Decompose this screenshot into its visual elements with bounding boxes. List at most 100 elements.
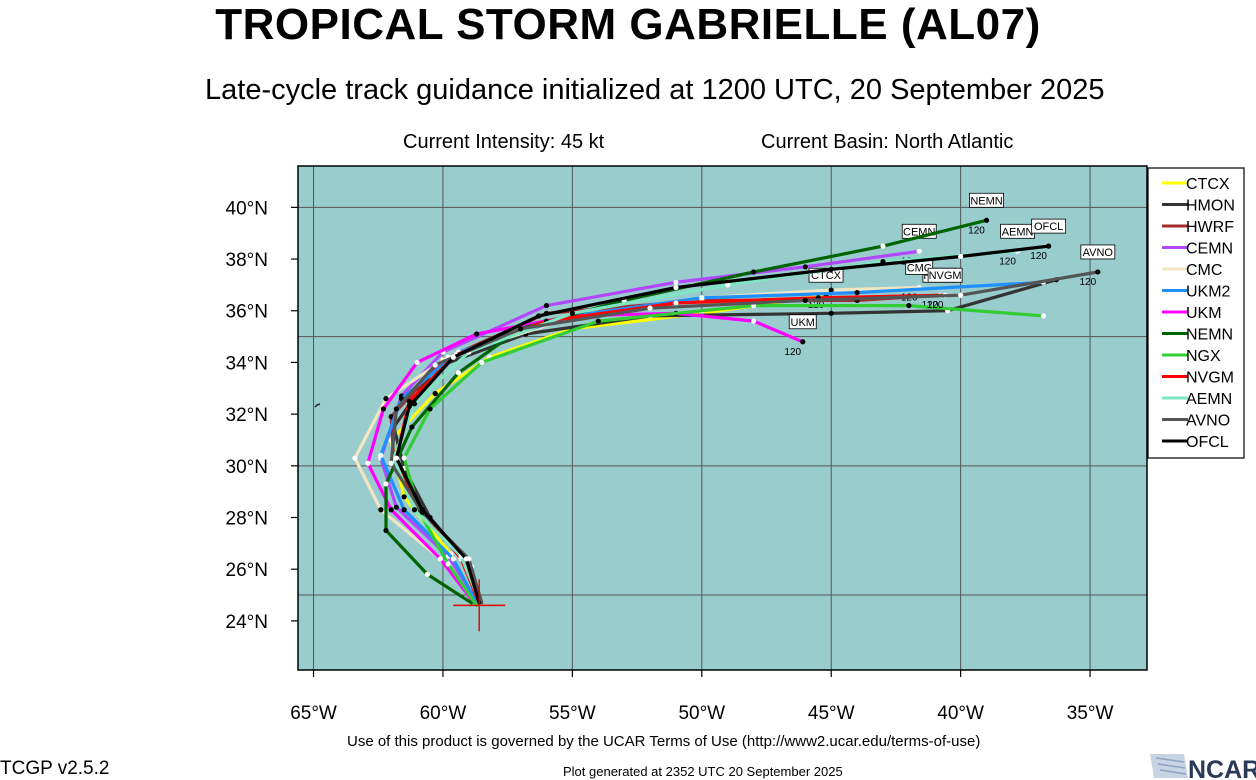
track-fix-dot	[916, 248, 922, 254]
track-nvgm: NVGM 120	[393, 267, 963, 605]
track-fix-dot	[536, 313, 542, 319]
legend-item-aemn: AEMN	[1162, 391, 1232, 408]
track-end-label: CTCX	[811, 270, 842, 282]
track-fix-dot	[750, 318, 757, 324]
legend-label: AEMN	[1186, 391, 1232, 408]
track-end-label-box	[788, 314, 817, 330]
legend-item-ukm2: UKM2	[1162, 284, 1231, 301]
track-fix-dot	[569, 310, 575, 316]
track-fix-dot	[409, 424, 415, 430]
track-fix-dot	[854, 290, 860, 296]
track-fix-dot	[411, 507, 418, 513]
track-fix-dot	[479, 359, 485, 366]
track-line	[394, 293, 947, 605]
track-fix-dot	[432, 390, 438, 397]
track-fix-dot	[1046, 243, 1052, 249]
track-fix-dot	[383, 396, 389, 402]
track-fix-dot	[401, 455, 407, 461]
track-fix-dot	[880, 243, 886, 249]
track-line	[353, 285, 921, 605]
legend-item-ukm: UKM	[1162, 305, 1222, 322]
track-line	[379, 280, 1046, 605]
current-intensity: Current Intensity: 45 kt	[403, 131, 605, 153]
x-tick-label: 50°W	[678, 703, 725, 724]
legend-item-cemn: CEMN	[1162, 241, 1233, 258]
model-tracks: CTCX120HWRF120CEMN120CMC120UKM120NEMN120…	[352, 192, 1116, 608]
track-fix-dot	[419, 507, 425, 513]
track-fix-dot	[828, 287, 834, 293]
track-end-label-box	[927, 267, 963, 283]
track-end-label: UKM	[791, 317, 815, 329]
track-fix-dot	[828, 266, 834, 272]
y-tick-label: 32°N	[226, 405, 268, 426]
track-fix-dot	[437, 556, 443, 562]
map-gridlines	[298, 166, 1147, 670]
legend-label: CEMN	[1186, 241, 1233, 258]
x-tick-label: 55°W	[549, 703, 596, 724]
bermuda-land	[314, 403, 321, 408]
track-fix-dot	[393, 406, 399, 412]
current-position-marker	[453, 579, 506, 632]
track-fix-dot	[414, 359, 420, 366]
legend-label: NEMN	[1186, 327, 1233, 344]
legend-label: NVGM	[1186, 370, 1234, 387]
track-fix-dot	[383, 527, 389, 534]
track-nemn: NEMN 120	[383, 192, 1004, 605]
track-fix-dot	[388, 460, 394, 466]
legend-label: UKM	[1186, 305, 1222, 322]
track-fix-dot	[595, 318, 601, 324]
track-fix-dot	[543, 302, 550, 309]
track-end-hour: 120	[1079, 277, 1096, 288]
track-fix-dot	[383, 481, 389, 487]
track-fix-dot	[445, 561, 451, 567]
track-fix-dot	[673, 279, 679, 285]
legend-item-cmc: CMC	[1162, 262, 1222, 279]
track-line	[402, 304, 1046, 608]
x-tick-label: 65°W	[290, 703, 337, 724]
y-tick-label: 30°N	[226, 457, 268, 478]
track-fix-dot	[1095, 269, 1101, 275]
x-tick-label: 40°W	[937, 703, 984, 724]
track-fix-dot	[432, 362, 438, 368]
legend-label: CMC	[1186, 262, 1222, 279]
map-frame	[297, 165, 1148, 671]
track-end-label-box	[1080, 244, 1116, 260]
track-fix-dot	[393, 504, 399, 510]
track-fix-dot	[380, 406, 387, 412]
track-fix-dot	[455, 370, 462, 376]
track-fix-dot	[393, 455, 399, 461]
track-fix-dot	[401, 507, 407, 513]
track-end-label-box	[969, 192, 1004, 208]
y-tick-label: 38°N	[226, 250, 268, 271]
legend-label: NGX	[1186, 348, 1221, 365]
track-fix-dot	[424, 571, 431, 577]
track-fix-dot	[725, 282, 731, 288]
track-fix-dot	[401, 494, 407, 500]
y-tick-label: 36°N	[226, 302, 268, 323]
track-fix-dot	[474, 331, 480, 337]
track-end-hour: 120	[999, 256, 1016, 267]
current-basin: Current Basin: North Atlantic	[761, 131, 1014, 153]
track-ofcl: OFCL 120	[393, 218, 1067, 605]
track-fix-dot	[388, 507, 394, 513]
legend-item-ngx: NGX	[1162, 348, 1221, 365]
x-tick-label: 35°W	[1067, 703, 1114, 724]
track-end-label: NVGM	[929, 270, 962, 282]
legend-label: HWRF	[1186, 219, 1234, 236]
ncar-logo: NCAR	[1150, 754, 1256, 780]
track-fix-dot	[673, 284, 679, 291]
track-fix-dot	[958, 292, 964, 298]
track-fix-dot	[673, 300, 679, 306]
generated-time-text: Plot generated at 2352 UTC 20 September …	[563, 764, 843, 779]
x-tick-label: 60°W	[420, 703, 467, 724]
legend-label: UKM2	[1186, 284, 1231, 301]
track-end-hour: 120	[784, 347, 801, 358]
track-fix-dot	[983, 217, 990, 223]
y-tick-label: 40°N	[226, 198, 268, 219]
track-end-hour: 120	[968, 225, 985, 236]
y-tick-label: 28°N	[226, 509, 268, 530]
track-fix-dot	[406, 398, 412, 404]
track-fix-dot	[750, 269, 757, 275]
track-fix-dot	[365, 460, 371, 466]
